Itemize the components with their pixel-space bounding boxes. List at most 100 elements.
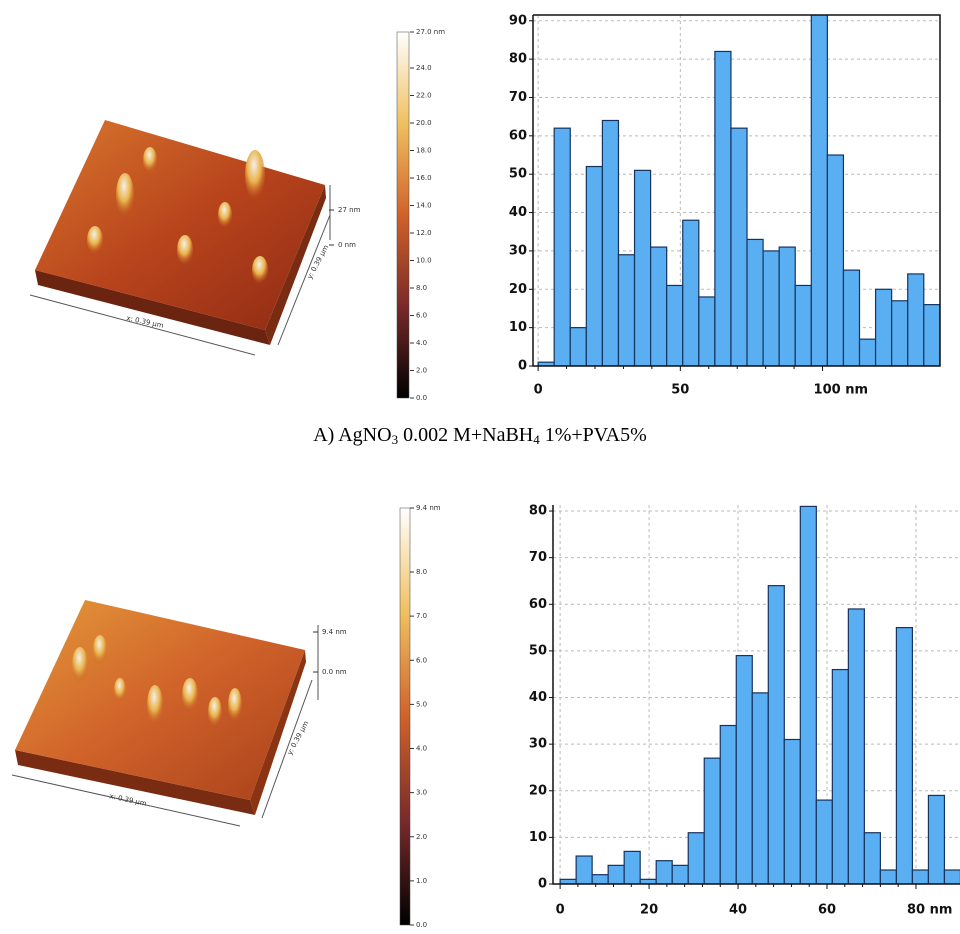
y-tick-label: 60 <box>509 128 527 143</box>
bar <box>794 284 812 366</box>
colorbar-label: 4.0 <box>416 339 427 347</box>
colorbar-label: 6.0 <box>416 656 427 664</box>
colorbar-label: 10.0 <box>416 257 432 265</box>
bar <box>553 127 571 366</box>
bar <box>879 869 897 884</box>
bar <box>842 269 861 366</box>
y-tick-label: 70 <box>509 90 527 105</box>
y-tick-label: 30 <box>509 243 527 258</box>
bar <box>863 832 881 884</box>
bar <box>826 154 845 366</box>
bar <box>815 799 833 884</box>
y-tick-label: 0 <box>538 877 547 892</box>
bar <box>943 869 960 884</box>
axis-frame <box>532 14 941 367</box>
bar <box>585 165 603 366</box>
bar <box>714 50 732 366</box>
colorbar-label: 12.0 <box>416 229 432 237</box>
colorbar-label: 0.0 <box>416 394 427 402</box>
bar <box>601 119 620 366</box>
bar <box>650 246 668 366</box>
bar <box>751 692 769 884</box>
caption-subscript: 4 <box>533 432 540 447</box>
afm-image <box>11 507 411 926</box>
y-tick-label: 50 <box>529 643 547 658</box>
bar <box>698 296 716 366</box>
y-tick-label: 80 <box>509 52 527 67</box>
bar <box>719 724 737 884</box>
colorbar-label: 18.0 <box>416 147 432 155</box>
z-label: 0 nm <box>338 241 356 249</box>
y-tick-label: 10 <box>529 830 547 845</box>
bar <box>895 627 914 884</box>
afm-image <box>29 31 410 399</box>
y-tick-label: 20 <box>529 783 547 798</box>
y-tick-label: 60 <box>529 597 547 612</box>
x-tick-label: 100 nm <box>814 383 868 398</box>
colorbar-label: 5.0 <box>416 700 427 708</box>
y-tick-label: 10 <box>509 320 527 335</box>
y-label: y: 0.39 µm <box>306 244 331 281</box>
y-tick-label: 80 <box>529 504 547 519</box>
bar <box>831 668 849 884</box>
bar <box>671 864 689 884</box>
bars <box>559 505 960 884</box>
colorbar-label: 8.0 <box>416 284 427 292</box>
y-label: y: 0.39 µm <box>286 720 311 757</box>
bar <box>569 327 587 366</box>
y-tick-label: 40 <box>529 690 547 705</box>
x-tick-label: 40 <box>729 903 747 918</box>
bar <box>655 860 673 884</box>
colorbar-label: 1.0 <box>416 877 427 885</box>
caption-part: 0.002 M+NaBH <box>398 424 533 446</box>
y-tick-label: 90 <box>509 13 527 28</box>
y-tick-label: 40 <box>509 205 527 220</box>
bar <box>633 169 652 366</box>
y-tick-label: 0 <box>518 359 527 374</box>
colorbar-label: 9.4 nm <box>416 504 441 512</box>
colorbar-label: 4.0 <box>416 745 427 753</box>
colorbar-label: 7.0 <box>416 612 427 620</box>
caption: A) AgNO3 0.002 M+NaBH4 1%+PVA5% <box>313 424 647 447</box>
x-tick-label: 20 <box>640 903 658 918</box>
x-tick-label: 60 <box>818 903 836 918</box>
bar <box>874 288 893 366</box>
colorbar-label: 24.0 <box>416 64 432 72</box>
bar <box>799 505 817 884</box>
x-tick-label: 0 <box>534 383 543 398</box>
colorbar-label: 20.0 <box>416 119 432 127</box>
caption-part: 1%+PVA5% <box>540 424 647 446</box>
bar <box>666 284 684 366</box>
z-label: 27 nm <box>338 206 361 214</box>
y-tick-label: 20 <box>509 282 527 297</box>
caption-part: A) AgNO <box>313 424 391 446</box>
x-tick-label: 0 <box>556 903 565 918</box>
bar <box>762 250 780 366</box>
bar <box>703 757 721 884</box>
colorbar-label: 6.0 <box>416 312 427 320</box>
colorbar-label: 2.0 <box>416 833 427 841</box>
bar <box>746 238 764 366</box>
bar <box>591 874 609 884</box>
colorbar-label: 16.0 <box>416 174 432 182</box>
colorbar-label: 3.0 <box>416 789 427 797</box>
bar <box>730 127 748 366</box>
y-tick-label: 30 <box>529 737 547 752</box>
bar <box>607 864 625 884</box>
colorbar-label: 8.0 <box>416 568 427 576</box>
bar <box>682 219 700 366</box>
bar <box>847 608 865 884</box>
z-label: 0.0 nm <box>322 668 347 676</box>
bar <box>911 869 930 884</box>
x-tick-label: 50 <box>671 383 689 398</box>
bar <box>927 794 946 884</box>
x-label: x: 0.39 µm <box>126 314 165 330</box>
colorbar-label: 22.0 <box>416 92 432 100</box>
colorbar-label: 27.0 nm <box>416 28 445 36</box>
bar <box>778 246 796 366</box>
bars <box>537 15 940 366</box>
y-tick-label: 50 <box>509 167 527 182</box>
bar <box>687 832 705 884</box>
bar <box>735 654 753 884</box>
